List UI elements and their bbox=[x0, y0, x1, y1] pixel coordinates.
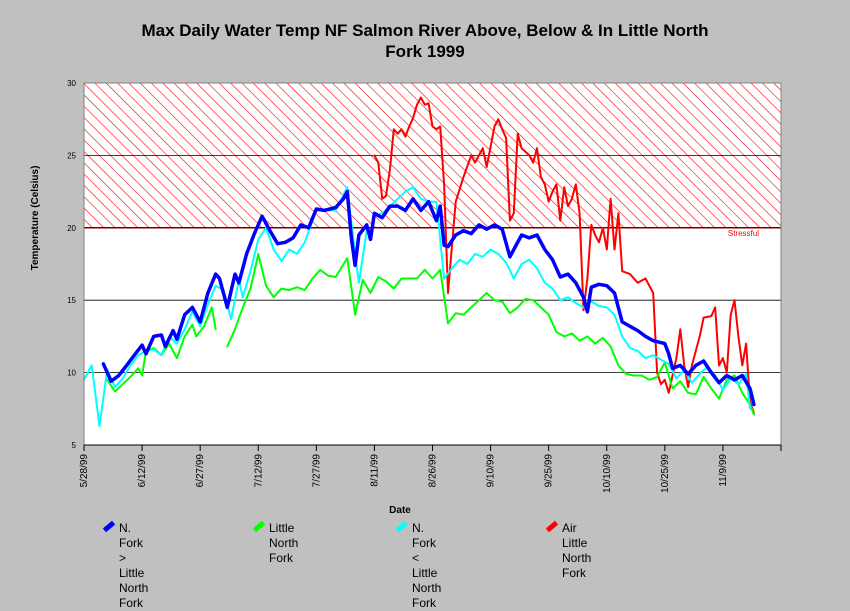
x-tick-label: 8/26/99 bbox=[428, 454, 439, 488]
x-tick-label: 9/25/99 bbox=[544, 454, 555, 488]
x-tick-label: 7/12/99 bbox=[253, 454, 264, 488]
legend-label-nf-above: N. Fork > Little North Fork bbox=[119, 521, 149, 610]
x-tick-label: 11/9/99 bbox=[718, 454, 729, 487]
x-tick-label: 6/27/99 bbox=[195, 454, 206, 488]
y-tick-label: 20 bbox=[67, 224, 76, 233]
x-tick-label: 10/25/99 bbox=[660, 454, 671, 493]
x-tick-label: 8/11/99 bbox=[369, 454, 380, 487]
y-tick-label: 5 bbox=[72, 441, 77, 450]
x-axis-label: Date bbox=[389, 505, 411, 516]
legend-label-nf-below: N. Fork < Little North Fork bbox=[412, 521, 442, 610]
legend-label-little-north-fork: Little North Fork bbox=[269, 521, 299, 565]
x-tick-label: 6/12/99 bbox=[137, 454, 148, 488]
legend-label-air: Air Little North Fork bbox=[562, 521, 592, 580]
x-tick-label: 5/28/99 bbox=[79, 454, 90, 488]
chart-title-line-2: Fork 1999 bbox=[385, 42, 465, 61]
series-line-n-fork-little-north-fork bbox=[84, 186, 751, 428]
y-tick-label: 30 bbox=[67, 79, 76, 88]
chart-title-line-1: Max Daily Water Temp NF Salmon River Abo… bbox=[141, 21, 709, 40]
y-axis-label: Temperature (Celsius) bbox=[30, 166, 41, 271]
x-tick-label: 7/27/99 bbox=[311, 454, 322, 488]
y-tick-label: 25 bbox=[67, 151, 76, 160]
series-line-n-fork-little-north-fork bbox=[101, 189, 756, 407]
y-tick-label: 10 bbox=[67, 369, 76, 378]
x-tick-label: 9/10/99 bbox=[486, 454, 497, 488]
y-tick-label: 15 bbox=[67, 296, 76, 305]
stressful-band-label: Stressful bbox=[728, 229, 759, 238]
line-chart: Stressful 5 10 15 20 25 30 5/28/99 6/12/99 6/27/… bbox=[30, 79, 782, 516]
x-tick-label: 10/10/99 bbox=[602, 454, 613, 493]
